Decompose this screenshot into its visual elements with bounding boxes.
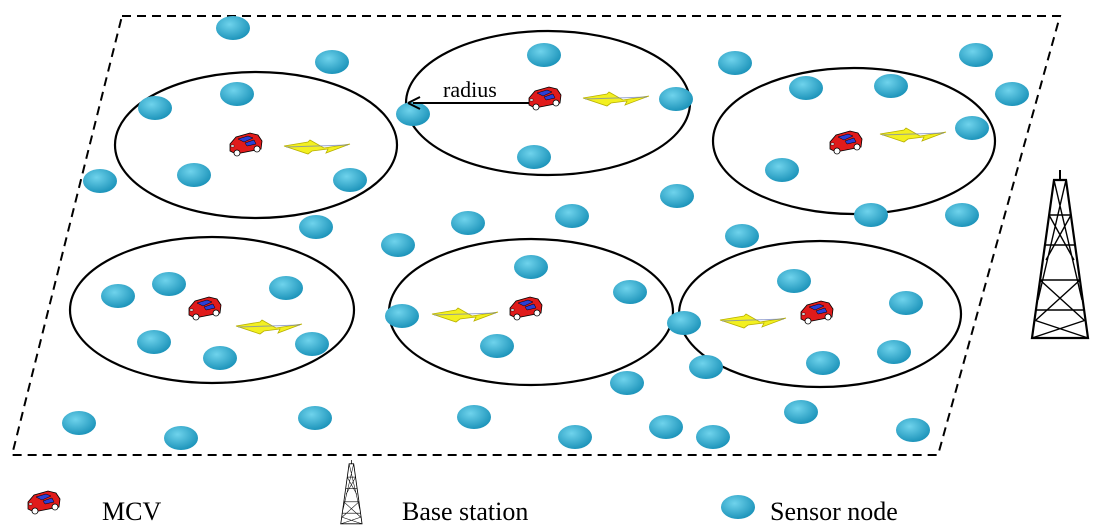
sensor-node (959, 43, 993, 67)
sensor-node (101, 284, 135, 308)
legend: MCV Base station Sensor node (27, 459, 898, 526)
sensor-node (610, 371, 644, 395)
sensor-node (152, 272, 186, 296)
sensor-node (138, 96, 172, 120)
sensor-node (659, 87, 693, 111)
legend-mcv: MCV (27, 490, 161, 526)
sensor-node (889, 291, 923, 315)
base-station-tower-icon (1030, 168, 1090, 340)
legend-mcv-label: MCV (102, 497, 161, 526)
mcv-car-icon (188, 296, 222, 321)
mcv-car-icon (829, 130, 863, 155)
legend-sensor-node: Sensor node (721, 495, 898, 526)
wireless-charge-icon (431, 307, 499, 323)
legend-sensor-node-label: Sensor node (770, 497, 898, 526)
sensor-node (955, 116, 989, 140)
wireless-charge-icon (719, 313, 787, 329)
wireless-charge-icon (582, 91, 650, 107)
sensor-node (164, 426, 198, 450)
mcv-car-icon (800, 300, 834, 325)
sensor-node (789, 76, 823, 100)
sensor-node (315, 50, 349, 74)
wireless-charge-icon (879, 127, 947, 143)
sensor-node (874, 74, 908, 98)
sensor-node (514, 255, 548, 279)
sensor-node (216, 16, 250, 40)
sensor-node (220, 82, 254, 106)
sensor-node (945, 203, 979, 227)
radius-arrow (407, 96, 538, 110)
sensor-node (689, 355, 723, 379)
sensor-node (660, 184, 694, 208)
sensor-node (667, 311, 701, 335)
wireless-charge-icon (235, 319, 303, 335)
legend-base-station: Base station (340, 459, 528, 526)
sensor-node (385, 304, 419, 328)
sensor-node (269, 276, 303, 300)
legend-sensor-icon (721, 495, 755, 519)
sensor-node (177, 163, 211, 187)
sensor-node (777, 269, 811, 293)
sensor-node (137, 330, 171, 354)
sensor-node (299, 215, 333, 239)
radius-label: radius (443, 77, 497, 102)
sensor-node (480, 334, 514, 358)
coverage-circle (113, 70, 399, 220)
sensor-node (333, 168, 367, 192)
sensor-node (649, 415, 683, 439)
sensor-node (718, 51, 752, 75)
wireless-charge-icon (283, 139, 351, 155)
sensor-node (877, 340, 911, 364)
sensor-nodes (62, 16, 1029, 450)
mcv-car-icon (509, 296, 543, 321)
sensor-node (527, 43, 561, 67)
mcv-car-icon (528, 86, 562, 111)
sensor-node (696, 425, 730, 449)
sensor-node (83, 169, 117, 193)
legend-base-station-label: Base station (402, 497, 528, 526)
sensor-node (806, 351, 840, 375)
coverage-circle (711, 66, 997, 216)
legend-mcv-icon (27, 490, 61, 515)
sensor-node (517, 145, 551, 169)
sensor-node (854, 203, 888, 227)
sensor-node (381, 233, 415, 257)
sensor-node (451, 211, 485, 235)
sensor-node (203, 346, 237, 370)
sensor-node (784, 400, 818, 424)
mcv-car-icon (229, 132, 263, 157)
sensor-node (995, 82, 1029, 106)
sensor-node (457, 405, 491, 429)
sensor-node (558, 425, 592, 449)
sensor-node (62, 411, 96, 435)
sensor-node (295, 332, 329, 356)
sensor-node (765, 158, 799, 182)
coverage-circle (68, 235, 356, 385)
sensor-node (896, 418, 930, 442)
sensor-node (396, 102, 430, 126)
sensor-node (725, 224, 759, 248)
sensor-node (298, 406, 332, 430)
sensor-node (555, 204, 589, 228)
legend-tower-icon (340, 459, 363, 525)
sensor-node (613, 280, 647, 304)
